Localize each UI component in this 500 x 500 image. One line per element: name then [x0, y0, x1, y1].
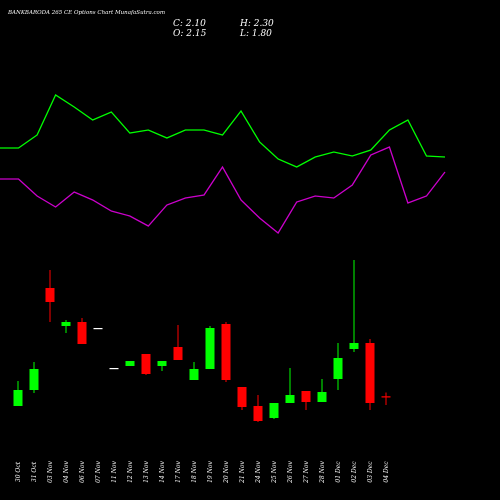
x-tick-label: 27 Nov [303, 460, 310, 483]
x-tick-label: 07 Nov [95, 460, 102, 482]
x-tick-label: 02 Dec [351, 461, 358, 483]
x-tick-label: 03 Nov [47, 460, 54, 482]
candle-body [301, 391, 311, 402]
candle-body [253, 406, 263, 421]
indicator-line [0, 146, 446, 234]
candle-body [125, 361, 135, 366]
candle-body [93, 328, 103, 330]
high-label: H: 2.30 [239, 19, 274, 29]
indicator-line [0, 94, 446, 168]
candle-body [285, 395, 295, 403]
x-tick-label: 17 Nov [175, 460, 182, 482]
x-tick-label: 21 Nov [239, 460, 246, 483]
candle-body [381, 396, 391, 398]
candle-body [157, 361, 167, 366]
candle-body [77, 322, 87, 344]
candle-body [221, 324, 231, 380]
chart-title: BANKBARODA 265 CE Options Chart MunafaSu… [7, 10, 165, 16]
x-tick-label: 01 Dec [335, 461, 342, 483]
x-tick-label: 03 Dec [367, 461, 374, 483]
x-tick-label: 11 Nov [111, 460, 118, 482]
x-tick-label: 20 Nov [223, 460, 230, 483]
candle-body [61, 322, 71, 326]
x-tick-label: 04 Nov [63, 460, 70, 482]
x-tick-label: 30 Oct [15, 461, 22, 482]
candle-body [237, 387, 247, 407]
candle-body [173, 347, 183, 360]
x-tick-label: 18 Nov [191, 460, 198, 482]
candle-body [29, 369, 39, 390]
x-tick-label: 13 Nov [143, 460, 150, 482]
low-label: L: 1.80 [239, 29, 272, 39]
candle-body [141, 354, 151, 374]
x-tick-label: 06 Nov [79, 460, 86, 482]
close-label: C: 2.10 [173, 19, 206, 29]
candle-body [205, 328, 215, 369]
open-label: O: 2.15 [173, 29, 207, 39]
candle-body [109, 368, 119, 370]
x-tick-label: 28 Nov [319, 460, 326, 483]
candle-body [365, 343, 375, 403]
x-tick-label: 12 Nov [127, 460, 134, 482]
x-tick-label: 25 Nov [271, 460, 278, 483]
x-tick-label: 26 Nov [287, 460, 294, 483]
candle-body [333, 358, 343, 379]
candle-body [317, 392, 327, 402]
x-tick-label: 14 Nov [159, 460, 166, 482]
candle-body [189, 369, 199, 380]
x-tick-label: 24 Nov [255, 460, 262, 483]
x-tick-label: 19 Nov [207, 460, 214, 482]
candle-body [349, 343, 359, 349]
x-tick-label: 04 Dec [383, 461, 390, 483]
candle-body [13, 390, 23, 406]
x-tick-label: 31 Oct [31, 461, 38, 482]
candle-body [45, 288, 55, 302]
candle-body [269, 403, 279, 418]
